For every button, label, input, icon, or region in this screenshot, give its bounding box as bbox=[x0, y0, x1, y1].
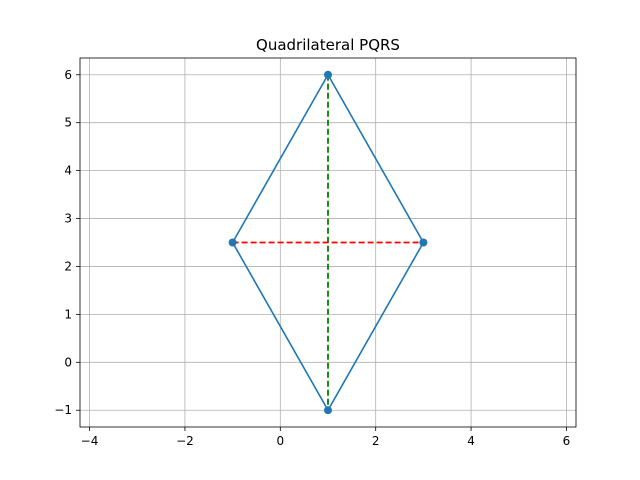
vertex-marker bbox=[228, 238, 237, 247]
vertex-marker bbox=[419, 238, 428, 247]
y-tick-label: −1 bbox=[54, 403, 72, 417]
plot-series bbox=[228, 70, 428, 415]
y-tick-label: 2 bbox=[64, 259, 72, 273]
x-tick-label: 4 bbox=[467, 434, 475, 448]
x-tick-label: −4 bbox=[81, 434, 99, 448]
x-tick-label: 0 bbox=[276, 434, 284, 448]
axis-ticks: −4 −2 0 2 4 6 −1 0 1 2 3 4 5 6 bbox=[54, 68, 570, 448]
x-tick-label: 2 bbox=[372, 434, 380, 448]
axes-frame bbox=[79, 57, 577, 428]
x-tick-label: 6 bbox=[563, 434, 571, 448]
y-tick-label: 5 bbox=[64, 116, 72, 130]
x-tick-label: −2 bbox=[176, 434, 194, 448]
y-tick-label: 0 bbox=[64, 355, 72, 369]
vertex-marker bbox=[324, 70, 332, 79]
y-tick-label: 3 bbox=[64, 212, 72, 226]
y-tick-label: 4 bbox=[64, 164, 72, 178]
y-tick-label: 6 bbox=[64, 68, 72, 82]
y-tick-label: 1 bbox=[64, 307, 72, 321]
chart-title: Quadrilateral PQRS bbox=[256, 36, 400, 54]
vertex-marker bbox=[324, 406, 332, 415]
